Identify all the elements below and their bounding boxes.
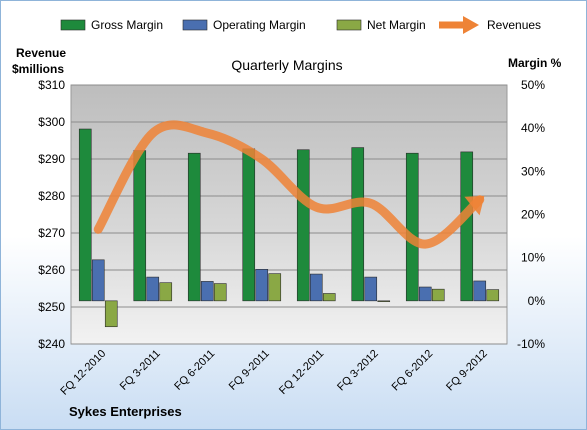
legend-swatch xyxy=(182,19,208,31)
legend-revenues: Revenues xyxy=(439,16,541,34)
operating-margin-bar xyxy=(418,286,432,302)
bar-series xyxy=(78,128,500,328)
net-margin-bar xyxy=(104,300,118,328)
left-tick-label: $240 xyxy=(38,337,65,351)
legend: Gross Margin Operating Margin Net Margin Re… xyxy=(60,16,541,34)
gross-margin-bar xyxy=(405,152,419,302)
right-tick-label: -10% xyxy=(517,337,545,351)
left-axis: $240 $250 $260 $270 $280 $290 $300 $310 xyxy=(38,78,65,351)
operating-margin-bar xyxy=(146,276,160,302)
left-tick-label: $270 xyxy=(38,226,65,240)
gross-margin-bar xyxy=(296,149,310,302)
net-margin-bar xyxy=(159,282,173,302)
left-tick-label: $250 xyxy=(38,300,65,314)
net-margin-bar xyxy=(322,293,336,302)
legend-label: Revenues xyxy=(487,18,541,32)
left-axis-label-line2: $millions xyxy=(12,62,64,76)
right-tick-label: 10% xyxy=(521,251,545,265)
gross-margin-bar xyxy=(187,152,201,302)
gross-margin-bar xyxy=(78,128,92,302)
operating-margin-bar xyxy=(473,280,487,302)
left-tick-label: $300 xyxy=(38,115,65,129)
legend-net-margin: Net Margin xyxy=(336,18,426,32)
right-axis: -10% 0% 10% 20% 30% 40% 50% xyxy=(517,78,545,351)
net-margin-bar xyxy=(486,289,500,302)
left-axis-label-line1: Revenue xyxy=(16,46,66,60)
right-axis-label: Margin % xyxy=(508,56,562,70)
legend-swatch xyxy=(336,19,362,31)
gross-margin-bar xyxy=(351,147,365,302)
revenue-line-series xyxy=(93,120,485,249)
gross-margin-bar xyxy=(133,150,147,302)
operating-margin-bar xyxy=(309,273,323,302)
left-tick-label: $310 xyxy=(38,78,65,92)
right-tick-label: 20% xyxy=(521,208,545,222)
left-tick-label: $280 xyxy=(38,189,65,203)
x-tick-label: FQ 9-2012 xyxy=(444,348,490,394)
x-tick-label: FQ 12-2011 xyxy=(277,348,326,397)
legend-label: Gross Margin xyxy=(91,18,163,32)
operating-margin-bar xyxy=(200,281,214,302)
revenues-line-arrowhead xyxy=(464,195,485,216)
left-tick-label: $290 xyxy=(38,152,65,166)
x-tick-label: FQ 12-2010 xyxy=(58,348,108,398)
gross-margin-bar xyxy=(460,151,474,302)
revenues-line xyxy=(93,120,485,249)
x-tick-label: FQ 3-2011 xyxy=(118,348,163,393)
x-tick-label: FQ 3-2012 xyxy=(335,348,381,394)
legend-arrowhead xyxy=(463,16,479,34)
operating-margin-bar xyxy=(255,269,269,302)
operating-margin-bar xyxy=(364,276,378,302)
legend-gross-margin: Gross Margin xyxy=(60,18,163,32)
legend-label: Net Margin xyxy=(367,18,426,32)
right-tick-label: 0% xyxy=(528,294,546,308)
chart-title: Quarterly Margins xyxy=(231,57,342,73)
x-axis-tick-labels: FQ 12-2010 FQ 3-2011 FQ 6-2011 FQ 9-2011 FQ … xyxy=(58,348,489,398)
x-tick-label: FQ 6-2012 xyxy=(390,348,436,394)
net-margin-bar xyxy=(377,300,391,302)
gross-margin-bar xyxy=(242,148,256,302)
x-tick-label: FQ 9-2011 xyxy=(227,348,272,393)
x-tick-label: FQ 6-2011 xyxy=(172,348,217,393)
operating-margin-bar xyxy=(91,259,105,302)
net-margin-bar xyxy=(268,273,282,302)
right-tick-label: 40% xyxy=(521,121,545,135)
net-margin-bar xyxy=(213,283,227,302)
right-tick-label: 50% xyxy=(521,78,545,92)
company-name: Sykes Enterprises xyxy=(69,404,182,419)
legend-operating-margin: Operating Margin xyxy=(182,18,306,32)
right-tick-label: 30% xyxy=(521,164,545,178)
legend-swatch xyxy=(60,19,86,31)
net-margin-bar xyxy=(431,288,445,302)
legend-label: Operating Margin xyxy=(213,18,306,32)
left-tick-label: $260 xyxy=(38,263,65,277)
